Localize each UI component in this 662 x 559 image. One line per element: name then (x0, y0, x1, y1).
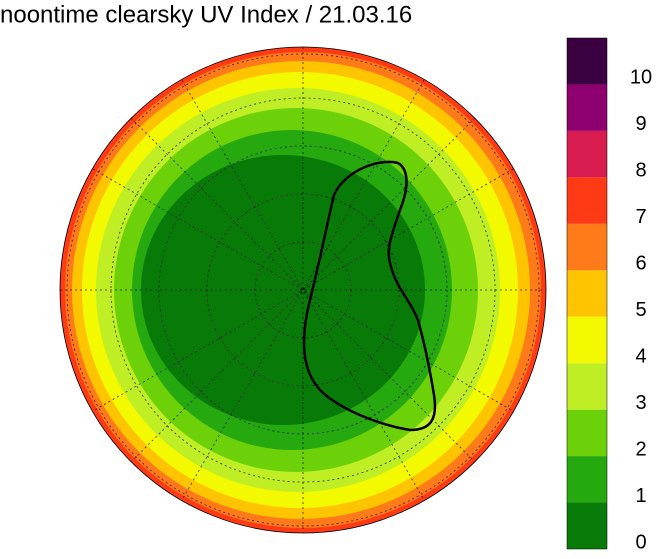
map-border (59, 46, 547, 534)
colorbar-segment (567, 456, 607, 503)
colorbar-segment (567, 502, 607, 549)
colorbar-label: 9 (635, 113, 646, 135)
colorbar-label: 3 (635, 392, 646, 414)
colorbar-label: 1 (635, 485, 646, 507)
colorbar-label: 8 (635, 160, 646, 182)
colorbar-label: 6 (635, 253, 646, 275)
colorbar-label: 0 (635, 531, 646, 553)
colorbar-label: 2 (635, 438, 646, 460)
colorbar-segment (567, 130, 607, 178)
colorbar-segment (567, 363, 607, 410)
colorbar-label: 7 (635, 206, 646, 228)
colorbar-segment (567, 223, 607, 271)
contour (302, 160, 437, 432)
uv-map (60, 47, 546, 533)
colorbar-segment (567, 270, 607, 317)
map-title: noontime clearsky UV Index / 21.03.16 (0, 1, 412, 28)
colorbar-label: 10 (630, 67, 652, 89)
colorbar-label: 5 (635, 299, 646, 321)
colorbar-segment (567, 316, 607, 364)
uv-band (141, 155, 425, 425)
colorbar-segment (567, 38, 607, 85)
colorbar-segment (567, 177, 607, 224)
colorbar-frame (566, 37, 608, 550)
colorbar: 0 1 2 3 4 5 6 7 8 9 10 (566, 37, 652, 553)
colorbar-segment (567, 409, 607, 457)
colorbar-label: 4 (635, 345, 646, 367)
colorbar-segment (567, 84, 607, 131)
